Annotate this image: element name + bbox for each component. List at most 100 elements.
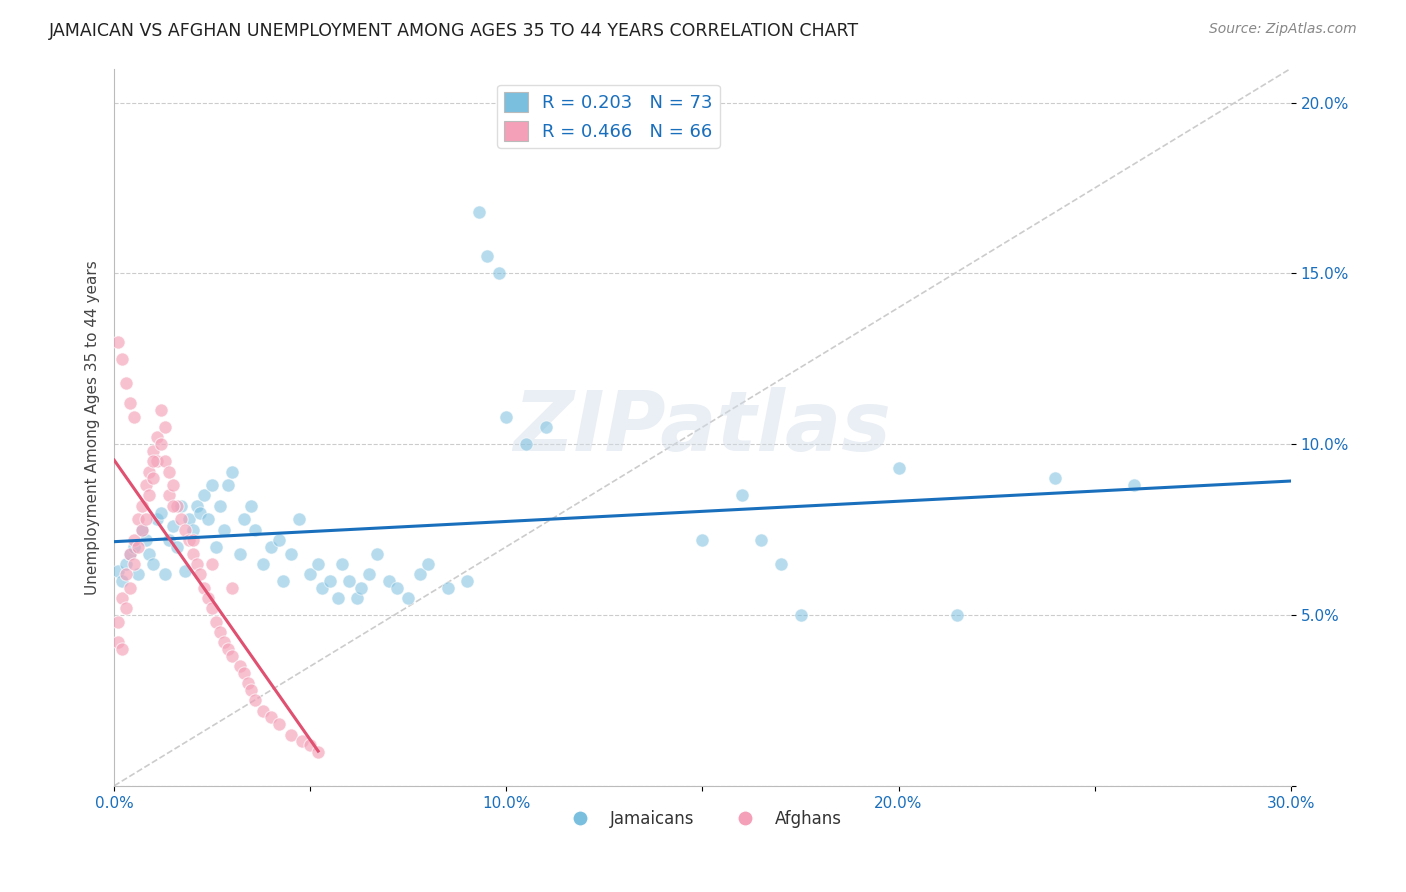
Point — [201, 557, 224, 571]
Point — [115, 567, 138, 582]
Point — [190, 567, 212, 582]
Point — [201, 601, 224, 615]
Point — [142, 471, 165, 485]
Point — [232, 512, 254, 526]
Point — [127, 512, 149, 526]
Point — [107, 635, 129, 649]
Point — [162, 499, 184, 513]
Point — [186, 557, 208, 571]
Point — [138, 547, 160, 561]
Text: ZIPatlas: ZIPatlas — [513, 386, 891, 467]
Point — [260, 540, 283, 554]
Point — [111, 642, 134, 657]
Point — [209, 499, 232, 513]
Point — [228, 659, 250, 673]
Point — [217, 642, 239, 657]
Point — [186, 499, 208, 513]
Point — [157, 533, 180, 547]
Point — [240, 683, 263, 698]
Point — [232, 666, 254, 681]
Text: JAMAICAN VS AFGHAN UNEMPLOYMENT AMONG AGES 35 TO 44 YEARS CORRELATION CHART: JAMAICAN VS AFGHAN UNEMPLOYMENT AMONG AG… — [49, 22, 859, 40]
Point — [197, 591, 219, 605]
Point — [280, 727, 302, 741]
Point — [127, 567, 149, 582]
Point — [193, 488, 215, 502]
Point — [138, 488, 160, 502]
Point — [887, 461, 910, 475]
Point — [197, 512, 219, 526]
Point — [146, 430, 169, 444]
Point — [150, 506, 173, 520]
Point — [280, 547, 302, 561]
Point — [291, 734, 314, 748]
Point — [162, 478, 184, 492]
Point — [107, 564, 129, 578]
Point — [115, 601, 138, 615]
Point — [769, 557, 792, 571]
Point — [153, 420, 176, 434]
Point — [307, 557, 329, 571]
Point — [181, 533, 204, 547]
Point — [107, 615, 129, 629]
Point — [416, 557, 439, 571]
Point — [173, 523, 195, 537]
Point — [118, 396, 141, 410]
Y-axis label: Unemployment Among Ages 35 to 44 years: Unemployment Among Ages 35 to 44 years — [86, 260, 100, 595]
Point — [252, 557, 274, 571]
Point — [122, 409, 145, 424]
Point — [190, 506, 212, 520]
Point — [789, 607, 811, 622]
Point — [245, 693, 267, 707]
Point — [122, 533, 145, 547]
Point — [166, 499, 188, 513]
Point — [138, 465, 160, 479]
Point — [181, 547, 204, 561]
Point — [170, 499, 193, 513]
Point — [346, 591, 368, 605]
Point — [131, 523, 153, 537]
Point — [115, 557, 138, 571]
Point — [946, 607, 969, 622]
Point — [267, 533, 290, 547]
Point — [359, 567, 381, 582]
Text: Source: ZipAtlas.com: Source: ZipAtlas.com — [1209, 22, 1357, 37]
Point — [271, 574, 294, 588]
Point — [127, 540, 149, 554]
Point — [135, 478, 157, 492]
Point — [118, 547, 141, 561]
Point — [339, 574, 361, 588]
Point — [118, 581, 141, 595]
Point — [330, 557, 353, 571]
Point — [177, 533, 200, 547]
Point — [212, 635, 235, 649]
Point — [252, 704, 274, 718]
Point — [488, 267, 510, 281]
Point — [350, 581, 373, 595]
Point — [515, 437, 537, 451]
Point — [1045, 471, 1067, 485]
Point — [221, 648, 243, 663]
Point — [157, 488, 180, 502]
Point — [142, 557, 165, 571]
Point — [181, 523, 204, 537]
Point — [221, 465, 243, 479]
Point — [236, 676, 259, 690]
Point — [307, 745, 329, 759]
Point — [212, 523, 235, 537]
Point — [111, 574, 134, 588]
Point — [115, 376, 138, 390]
Point — [287, 512, 309, 526]
Point — [166, 540, 188, 554]
Point — [475, 249, 498, 263]
Point — [377, 574, 399, 588]
Point — [534, 420, 557, 434]
Point — [142, 454, 165, 468]
Point — [326, 591, 349, 605]
Point — [228, 547, 250, 561]
Point — [245, 523, 267, 537]
Point — [205, 615, 228, 629]
Point — [157, 465, 180, 479]
Point — [209, 625, 232, 640]
Point — [146, 512, 169, 526]
Point — [170, 512, 193, 526]
